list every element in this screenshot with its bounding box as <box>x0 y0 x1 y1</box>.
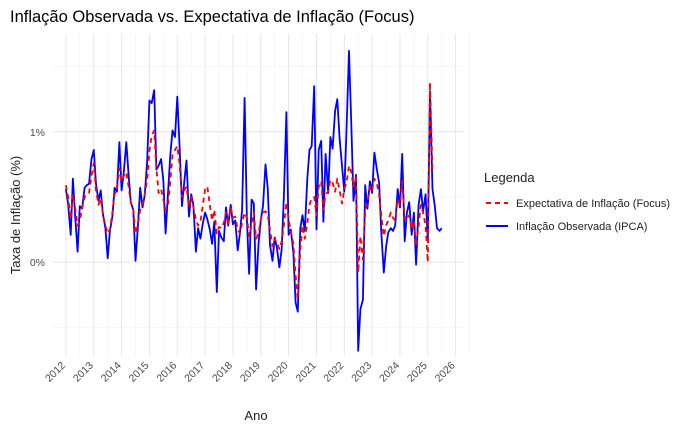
y-tick-label: 0% <box>30 257 45 269</box>
series-lines <box>65 50 443 352</box>
legend: Legenda Expectativa de Inflação (Focus) … <box>484 170 670 233</box>
x-tick-label: 2013 <box>71 360 96 385</box>
x-tick-label: 2024 <box>377 360 402 385</box>
y-axis-ticks: 0% 1% <box>30 127 45 269</box>
x-tick-label: 2014 <box>99 360 124 385</box>
x-axis-ticks: 2012 2013 2014 2015 2016 2017 2018 2019 2020 2021… <box>43 360 458 385</box>
series-line-ipca <box>65 50 443 352</box>
chart-title: Inflação Observada vs. Expectativa de In… <box>10 8 414 26</box>
x-tick-label: 2026 <box>433 360 458 385</box>
x-tick-label: 2020 <box>266 360 291 385</box>
x-tick-label: 2016 <box>154 360 179 385</box>
y-tick-label: 1% <box>30 127 45 139</box>
x-tick-label: 2019 <box>238 360 263 385</box>
x-tick-label: 2023 <box>349 360 374 385</box>
series-line-expectativa <box>65 81 434 300</box>
x-tick-label: 2022 <box>321 360 346 385</box>
x-tick-label: 2017 <box>182 360 207 385</box>
x-tick-label: 2025 <box>405 360 430 385</box>
x-tick-label: 2021 <box>294 360 319 385</box>
x-tick-label: 2012 <box>43 360 68 385</box>
y-axis-label: Taxa de Inflação (%) <box>8 156 23 275</box>
legend-label-expectativa: Expectativa de Inflação (Focus) <box>516 198 670 210</box>
x-axis-label: Ano <box>244 408 267 423</box>
x-tick-label: 2018 <box>210 360 235 385</box>
x-tick-label: 2015 <box>127 360 152 385</box>
legend-label-ipca: Inflação Observada (IPCA) <box>516 221 647 233</box>
legend-title: Legenda <box>484 170 535 185</box>
